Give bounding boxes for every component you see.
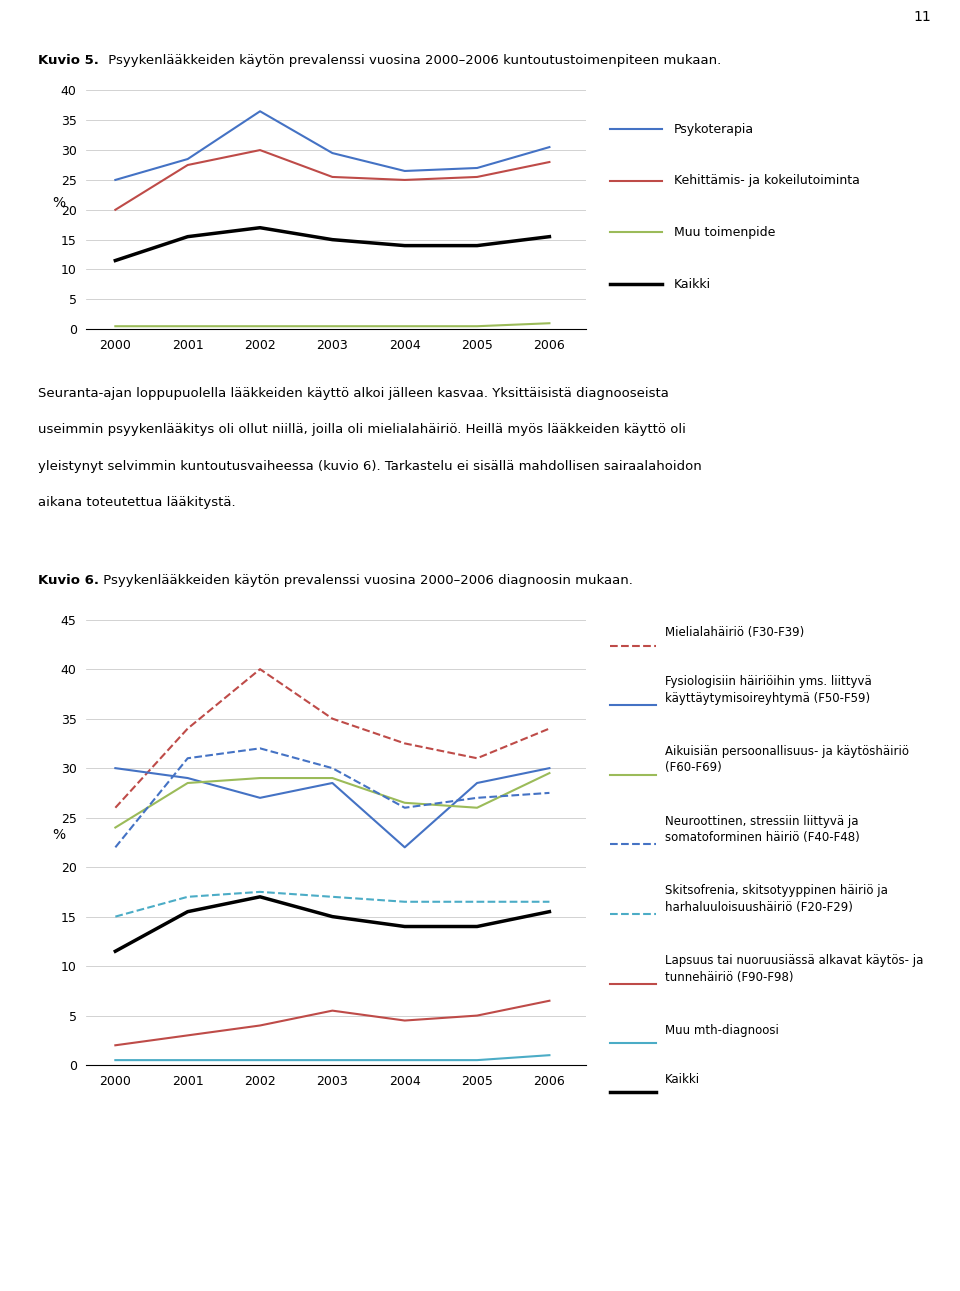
Text: Neuroottinen, stressiin liittyvä ja
somatoforminen häiriö (F40-F48): Neuroottinen, stressiin liittyvä ja soma… xyxy=(665,815,860,844)
Text: Psyykenlääkkeiden käytön prevalenssi vuosina 2000–2006 diagnoosin mukaan.: Psyykenlääkkeiden käytön prevalenssi vuo… xyxy=(99,574,633,587)
Text: Fysiologisiin häiriöihin yms. liittyvä
käyttäytymisoireyhtymä (F50-F59): Fysiologisiin häiriöihin yms. liittyvä k… xyxy=(665,675,872,705)
Y-axis label: %: % xyxy=(53,196,65,210)
Text: Kehittämis- ja kokeilutoiminta: Kehittämis- ja kokeilutoiminta xyxy=(674,174,860,187)
Text: Kuvio 5.: Kuvio 5. xyxy=(38,54,99,67)
Text: aikana toteutettua lääkitystä.: aikana toteutettua lääkitystä. xyxy=(38,496,236,509)
Text: yleistynyt selvimmin kuntoutusvaiheessa (kuvio 6). Tarkastelu ei sisällä mahdoll: yleistynyt selvimmin kuntoutusvaiheessa … xyxy=(38,460,702,473)
Y-axis label: %: % xyxy=(53,829,65,842)
Text: Kuvio 6.: Kuvio 6. xyxy=(38,574,100,587)
Text: Kaikki: Kaikki xyxy=(674,278,711,290)
Text: Psyykenlääkkeiden käytön prevalenssi vuosina 2000–2006 kuntoutustoimenpiteen muk: Psyykenlääkkeiden käytön prevalenssi vuo… xyxy=(104,54,721,67)
Text: Kaikki: Kaikki xyxy=(665,1073,701,1086)
Text: 11: 11 xyxy=(914,10,931,25)
Text: Muu mth-diagnoosi: Muu mth-diagnoosi xyxy=(665,1024,780,1037)
Text: Mielialahäiriö (F30-F39): Mielialahäiriö (F30-F39) xyxy=(665,626,804,639)
Text: useimmin psyykenlääkitys oli ollut niillä, joilla oli mielialahäiriö. Heillä myö: useimmin psyykenlääkitys oli ollut niill… xyxy=(38,423,686,436)
Text: Seuranta-ajan loppupuolella lääkkeiden käyttö alkoi jälleen kasvaa. Yksittäisist: Seuranta-ajan loppupuolella lääkkeiden k… xyxy=(38,387,669,400)
Text: Skitsofrenia, skitsotyyppinen häiriö ja
harhaluuloisuushäiriö (F20-F29): Skitsofrenia, skitsotyyppinen häiriö ja … xyxy=(665,884,888,914)
Text: Lapsuus tai nuoruusiässä alkavat käytös- ja
tunnehäiriö (F90-F98): Lapsuus tai nuoruusiässä alkavat käytös-… xyxy=(665,954,924,984)
Text: Psykoterapia: Psykoterapia xyxy=(674,123,754,136)
Text: Muu toimenpide: Muu toimenpide xyxy=(674,226,776,239)
Text: Aikuisiän persoonallisuus- ja käytöshäiriö
(F60-F69): Aikuisiän persoonallisuus- ja käytöshäir… xyxy=(665,745,909,775)
